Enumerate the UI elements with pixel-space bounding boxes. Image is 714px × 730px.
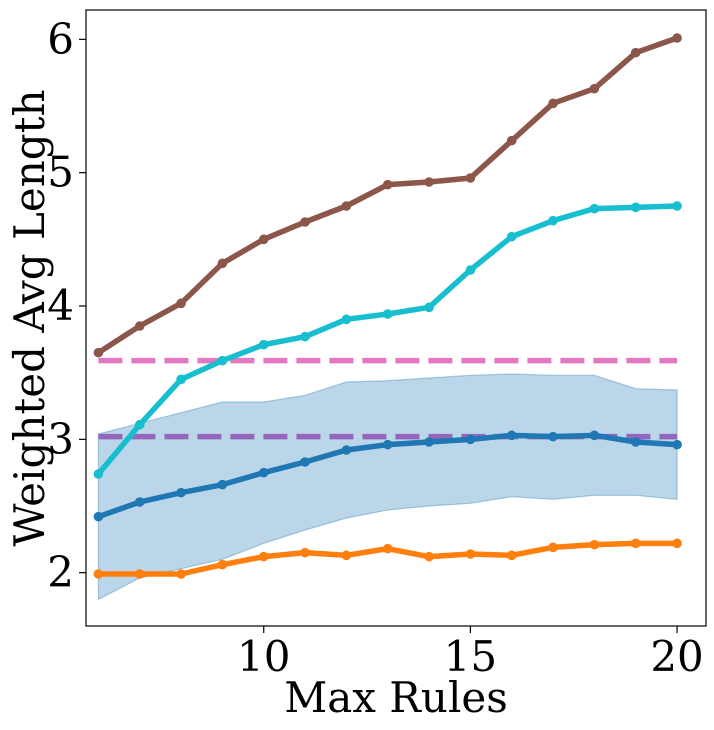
series-2-band bbox=[97, 373, 678, 601]
x-tick-label: 20 bbox=[650, 632, 703, 681]
y-axis-ticks: 2 3 4 5 6 bbox=[47, 14, 86, 597]
series-3-point bbox=[134, 569, 145, 579]
series-2-point bbox=[465, 434, 476, 445]
plot-frame bbox=[85, 9, 707, 627]
series-0-point bbox=[506, 135, 517, 146]
series-1-point bbox=[258, 339, 269, 350]
series-3-point bbox=[630, 538, 641, 549]
series-2-point bbox=[630, 437, 641, 447]
series-2-point bbox=[548, 431, 558, 442]
series-3-point bbox=[589, 539, 600, 550]
series-points bbox=[93, 33, 682, 579]
series-0-point bbox=[672, 33, 682, 43]
y-tick-label: 3 bbox=[47, 414, 74, 463]
series-0-point bbox=[300, 217, 310, 227]
series-0-point bbox=[424, 177, 434, 187]
series-1-point bbox=[93, 469, 104, 479]
y-axis-label: Weighted Avg Length bbox=[5, 89, 54, 546]
series-1-point bbox=[382, 309, 393, 319]
x-tick-label: 10 bbox=[237, 632, 290, 681]
series-2-point bbox=[134, 497, 145, 507]
series-1-point bbox=[341, 314, 352, 325]
series-1-point bbox=[589, 203, 600, 214]
series-0-point bbox=[382, 179, 393, 190]
y-tick-label: 5 bbox=[47, 148, 74, 197]
y-tick-label: 4 bbox=[47, 281, 74, 330]
series-1-point bbox=[672, 201, 682, 211]
series-0-point bbox=[341, 201, 352, 211]
series-3-point bbox=[465, 549, 476, 559]
series-3-point bbox=[424, 551, 434, 562]
series-2-point bbox=[424, 437, 434, 447]
series-0-point bbox=[548, 98, 558, 109]
series-1-point bbox=[217, 355, 228, 366]
series-0-point bbox=[465, 173, 476, 183]
series-0-point bbox=[589, 83, 600, 94]
series-3-point bbox=[258, 551, 269, 562]
series-1-point bbox=[300, 331, 310, 342]
series-3-point bbox=[300, 547, 310, 558]
series-0-point bbox=[258, 234, 269, 245]
series-0-point bbox=[630, 47, 641, 58]
series-2-point bbox=[217, 479, 228, 490]
series-2-point bbox=[341, 445, 352, 455]
series-2-point bbox=[382, 439, 393, 450]
series-1-point bbox=[424, 302, 434, 313]
series-1-point bbox=[548, 215, 558, 226]
series-2-point bbox=[300, 457, 310, 467]
x-tick-label: 15 bbox=[444, 632, 497, 681]
series-3-point bbox=[548, 542, 558, 553]
x-axis-label: Max Rules bbox=[284, 673, 508, 722]
series-2-point bbox=[93, 511, 104, 522]
series-2-point bbox=[672, 439, 682, 450]
series-0-point bbox=[176, 298, 186, 309]
series-2-point bbox=[176, 487, 186, 498]
series-2-point bbox=[589, 430, 600, 441]
series-2-point bbox=[258, 467, 269, 478]
series-1-point bbox=[506, 231, 517, 242]
series-3-point bbox=[341, 550, 352, 561]
x-axis-ticks: 10 15 20 bbox=[237, 626, 704, 681]
y-tick-label: 6 bbox=[47, 14, 74, 63]
series-3-point bbox=[506, 550, 517, 561]
y-tick-label: 2 bbox=[47, 548, 74, 597]
series-1-point bbox=[134, 419, 145, 430]
series-1-point bbox=[176, 374, 186, 385]
confidence-bands bbox=[97, 373, 678, 601]
series-0-point bbox=[217, 258, 228, 269]
series-2-point bbox=[506, 430, 517, 441]
series-3-point bbox=[176, 569, 186, 579]
series-3-point bbox=[672, 538, 682, 549]
series-1-point bbox=[465, 265, 476, 275]
series-3-point bbox=[93, 569, 104, 579]
series-1-point bbox=[630, 202, 641, 213]
series-3-point bbox=[217, 559, 228, 570]
series-3-point bbox=[382, 543, 393, 554]
series-0-point bbox=[93, 347, 104, 358]
series-0-point bbox=[134, 321, 145, 331]
